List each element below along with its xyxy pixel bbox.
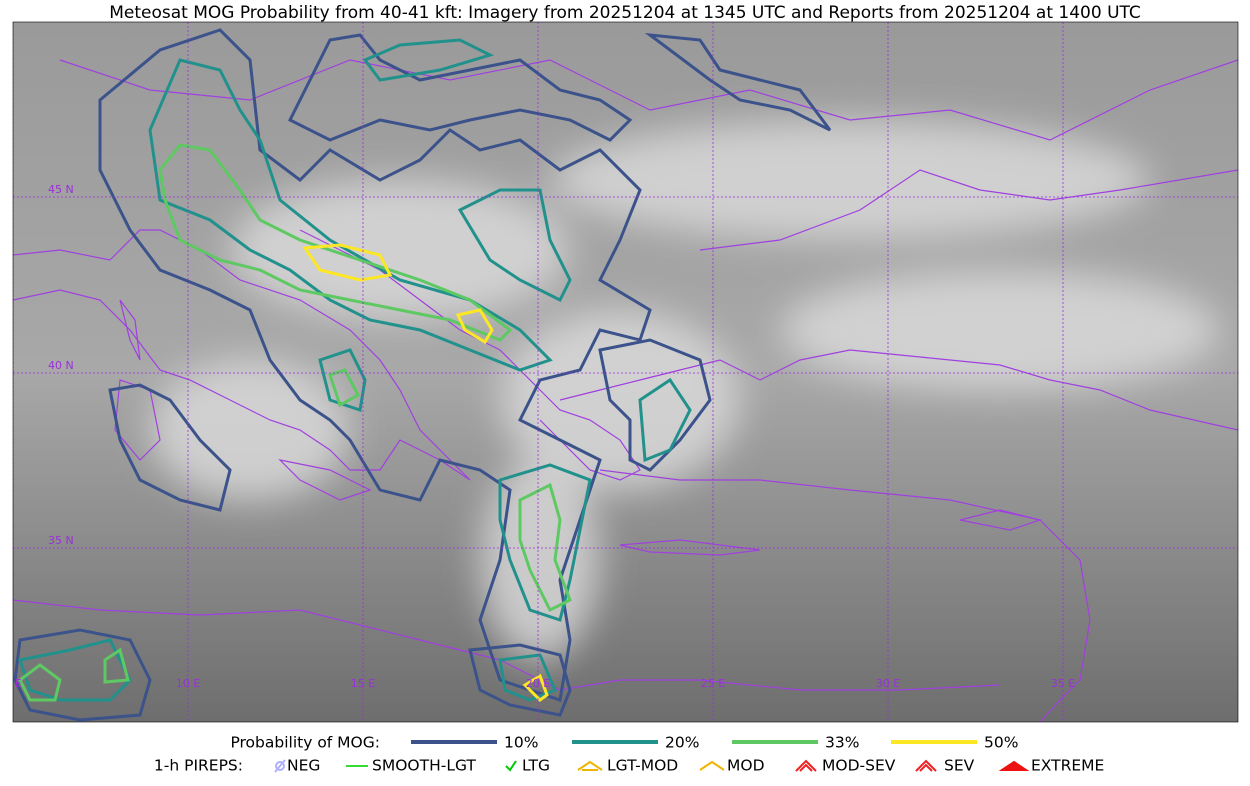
pirep-symbol [699, 760, 725, 771]
lat-label: 35 N [48, 534, 74, 547]
clouds [150, 120, 1220, 660]
pirep-symbol [505, 760, 517, 772]
pirep-label: NEG [287, 757, 320, 775]
pirep-label: MOD-SEV [822, 757, 896, 775]
legend-title: Probability of MOG: [230, 734, 380, 752]
lon-label: 30 E [876, 677, 900, 690]
legend-label: 50% [984, 734, 1018, 752]
legend-label: 33% [825, 734, 859, 752]
lat-label: 40 N [48, 359, 74, 372]
legend-title: 1-h PIREPS: [154, 757, 243, 775]
pirep-label: LGT-MOD [607, 757, 678, 775]
legend: Probability of MOG: 10% 20% 33% 50% 1-h PIREP… [154, 734, 1104, 775]
lon-label: 20 E [526, 677, 550, 690]
lat-label: 45 N [48, 183, 74, 196]
map-frame [12, 21, 1239, 723]
coastlines [13, 59, 1238, 722]
map: 5 E 10 E 15 E 20 E 25 E 30 E 35 E 45 N 40 N 35 N [4, 22, 1238, 722]
graticule: 5 E 10 E 15 E 20 E 25 E 30 E 35 E 45 N 40 N 35 N [4, 22, 1238, 722]
pirep-symbol [577, 760, 603, 771]
lon-label: 10 E [176, 677, 200, 690]
pirep-symbol [274, 759, 286, 773]
pirep-label: LTG [522, 757, 550, 775]
legend-label: 10% [504, 734, 538, 752]
pirep-symbol [795, 759, 817, 772]
lon-label: 15 E [351, 677, 375, 690]
pirep-label: SEV [944, 757, 975, 775]
lon-label: 5 E [4, 677, 21, 690]
pirep-symbol [915, 759, 937, 772]
legend-label: 20% [665, 734, 699, 752]
pirep-symbol [998, 760, 1030, 771]
map-title: Meteosat MOG Probability from 40-41 kft:… [109, 3, 1141, 23]
lon-label: 25 E [701, 677, 725, 690]
lon-label: 35 E [1051, 677, 1075, 690]
probability-contours [13, 28, 832, 722]
pirep-label: EXTREME [1031, 757, 1104, 775]
pirep-label: SMOOTH-LGT [372, 757, 476, 775]
pirep-label: MOD [727, 757, 765, 775]
